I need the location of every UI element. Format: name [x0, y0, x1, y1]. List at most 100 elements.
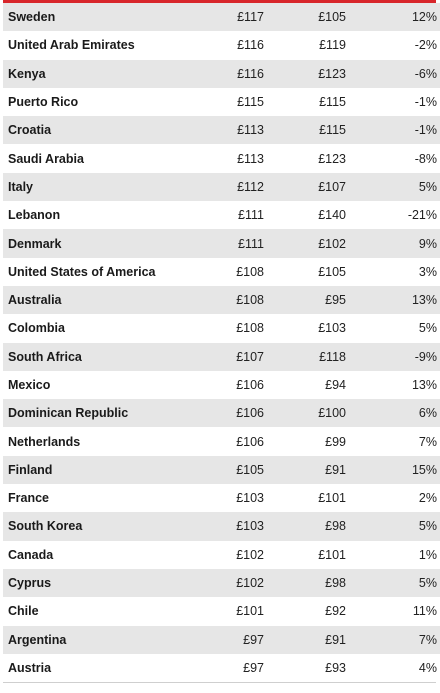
change-cell: 13% [346, 370, 440, 400]
country-cell: Austria [3, 653, 208, 683]
change-cell: -6% [346, 59, 440, 88]
country-cell: Lebanon [3, 201, 208, 230]
value1-cell: £113 [208, 144, 264, 173]
value2-cell: £119 [264, 31, 346, 60]
table-row: Colombia £108 £103 5% [3, 314, 440, 343]
change-cell: 4% [346, 653, 440, 683]
country-cell: Denmark [3, 229, 208, 258]
value1-cell: £106 [208, 399, 264, 428]
value2-cell: £94 [264, 370, 346, 400]
table-row: South Korea £103 £98 5% [3, 512, 440, 541]
table-row: Saudi Arabia £113 £123 -8% [3, 144, 440, 173]
change-cell: 2% [346, 484, 440, 513]
country-cell: South Korea [3, 512, 208, 541]
value1-cell: £106 [208, 427, 264, 456]
change-cell: -1% [346, 116, 440, 145]
table-row: Sweden £117 £105 12% [3, 3, 440, 32]
value1-cell: £97 [208, 625, 264, 654]
value1-cell: £101 [208, 597, 264, 626]
country-cell: Mexico [3, 370, 208, 400]
value1-cell: £105 [208, 455, 264, 485]
value2-cell: £91 [264, 455, 346, 485]
value1-cell: £113 [208, 116, 264, 145]
table-row: United Arab Emirates £116 £119 -2% [3, 31, 440, 60]
country-cell: Italy [3, 172, 208, 202]
value1-cell: £117 [208, 3, 264, 32]
table-row: Puerto Rico £115 £115 -1% [3, 87, 440, 117]
change-cell: -9% [346, 342, 440, 371]
table-row: Australia £108 £95 13% [3, 285, 440, 315]
table-row: Mexico £106 £94 13% [3, 370, 440, 400]
value2-cell: £95 [264, 285, 346, 315]
country-cell: Chile [3, 597, 208, 626]
value2-cell: £107 [264, 172, 346, 202]
value1-cell: £102 [208, 568, 264, 598]
value1-cell: £106 [208, 370, 264, 400]
top-accent-rule [3, 0, 436, 3]
table-row: Argentina £97 £91 7% [3, 625, 440, 654]
value2-cell: £123 [264, 144, 346, 173]
country-cell: Argentina [3, 625, 208, 654]
table-row: Chile £101 £92 11% [3, 597, 440, 626]
change-cell: 5% [346, 314, 440, 343]
value2-cell: £140 [264, 201, 346, 230]
value1-cell: £97 [208, 653, 264, 683]
price-table: Sweden £117 £105 12% United Arab Emirates £1… [3, 3, 440, 683]
table-row: Netherlands £106 £99 7% [3, 427, 440, 456]
country-cell: Cyprus [3, 568, 208, 598]
table-row: Croatia £113 £115 -1% [3, 116, 440, 145]
country-cell: France [3, 484, 208, 513]
change-cell: 7% [346, 427, 440, 456]
change-cell: 3% [346, 257, 440, 286]
country-cell: Netherlands [3, 427, 208, 456]
change-cell: -21% [346, 201, 440, 230]
table-row: France £103 £101 2% [3, 484, 440, 513]
change-cell: 11% [346, 597, 440, 626]
value1-cell: £116 [208, 31, 264, 60]
value1-cell: £111 [208, 201, 264, 230]
value2-cell: £100 [264, 399, 346, 428]
change-cell: 15% [346, 455, 440, 485]
country-cell: Canada [3, 540, 208, 569]
value2-cell: £115 [264, 87, 346, 117]
value2-cell: £105 [264, 3, 346, 32]
country-cell: Dominican Republic [3, 399, 208, 428]
country-cell: Colombia [3, 314, 208, 343]
table-row: Dominican Republic £106 £100 6% [3, 399, 440, 428]
table-row: Denmark £111 £102 9% [3, 229, 440, 258]
value1-cell: £108 [208, 285, 264, 315]
value2-cell: £98 [264, 512, 346, 541]
table-row: Kenya £116 £123 -6% [3, 59, 440, 88]
change-cell: 1% [346, 540, 440, 569]
change-cell: 5% [346, 172, 440, 202]
change-cell: 7% [346, 625, 440, 654]
value1-cell: £103 [208, 512, 264, 541]
value1-cell: £116 [208, 59, 264, 88]
table-row: South Africa £107 £118 -9% [3, 342, 440, 371]
table-row: Austria £97 £93 4% [3, 653, 440, 683]
value1-cell: £102 [208, 540, 264, 569]
value2-cell: £98 [264, 568, 346, 598]
value1-cell: £115 [208, 87, 264, 117]
value2-cell: £103 [264, 314, 346, 343]
value2-cell: £101 [264, 484, 346, 513]
value1-cell: £107 [208, 342, 264, 371]
value2-cell: £115 [264, 116, 346, 145]
country-cell: Puerto Rico [3, 87, 208, 117]
country-cell: Croatia [3, 116, 208, 145]
country-cell: Sweden [3, 3, 208, 32]
value2-cell: £92 [264, 597, 346, 626]
value2-cell: £105 [264, 257, 346, 286]
country-cell: Saudi Arabia [3, 144, 208, 173]
value2-cell: £123 [264, 59, 346, 88]
change-cell: -8% [346, 144, 440, 173]
change-cell: -2% [346, 31, 440, 60]
country-cell: Kenya [3, 59, 208, 88]
price-table-body: Sweden £117 £105 12% United Arab Emirates £1… [3, 3, 440, 683]
price-table-container: Sweden £117 £105 12% United Arab Emirates £1… [3, 0, 440, 684]
value2-cell: £91 [264, 625, 346, 654]
value1-cell: £111 [208, 229, 264, 258]
value1-cell: £112 [208, 172, 264, 202]
value2-cell: £101 [264, 540, 346, 569]
value2-cell: £118 [264, 342, 346, 371]
